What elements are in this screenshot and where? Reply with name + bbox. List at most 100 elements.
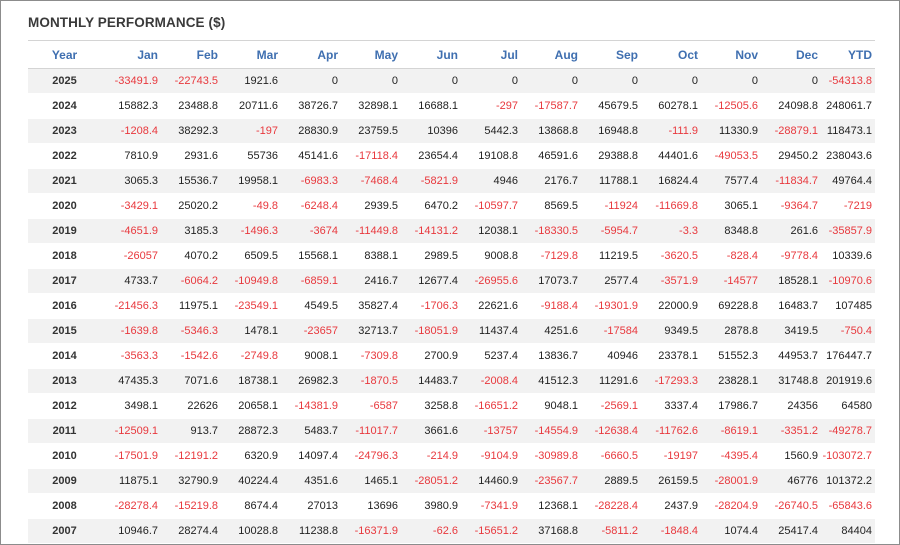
value-cell: 1465.1 xyxy=(341,468,401,494)
value-cell: -28204.9 xyxy=(701,493,761,519)
value-cell: 10028.8 xyxy=(221,518,281,544)
value-cell: -18330.5 xyxy=(521,218,581,244)
column-header-sep: Sep xyxy=(581,40,641,69)
value-cell: -13757 xyxy=(461,418,521,444)
value-cell: -21456.3 xyxy=(101,293,161,319)
column-header-apr: Apr xyxy=(281,40,341,69)
value-cell: 0 xyxy=(281,68,341,94)
value-cell: 35827.4 xyxy=(341,293,401,319)
table-row: 2021 3065.3 15536.7 19958.1 -6983.3 -7468.4 -5… xyxy=(28,168,875,194)
value-cell: 16824.4 xyxy=(641,168,701,194)
value-cell: -1496.3 xyxy=(221,218,281,244)
value-cell: 28830.9 xyxy=(281,118,341,144)
value-cell: 6320.9 xyxy=(221,443,281,469)
value-cell: -17293.3 xyxy=(641,368,701,394)
value-cell: -30989.8 xyxy=(521,443,581,469)
value-cell: 5483.7 xyxy=(281,418,341,444)
value-cell: 32713.7 xyxy=(341,318,401,344)
value-cell: 23828.1 xyxy=(701,368,761,394)
value-cell: -26740.5 xyxy=(761,493,821,519)
value-cell: -3620.5 xyxy=(641,243,701,269)
value-cell: 4549.5 xyxy=(281,293,341,319)
value-cell: 40224.4 xyxy=(221,468,281,494)
year-cell: 2017 xyxy=(28,268,101,294)
table-row: 2019 -4651.9 3185.3 -1496.3 -3674 -11449.8 -14… xyxy=(28,218,875,244)
value-cell: 9048.1 xyxy=(521,393,581,419)
value-cell: 44401.6 xyxy=(641,143,701,169)
value-cell: -12638.4 xyxy=(581,418,641,444)
value-cell: 8388.1 xyxy=(341,243,401,269)
value-cell: 46591.6 xyxy=(521,143,581,169)
value-cell: -1208.4 xyxy=(101,118,161,144)
year-cell: 2013 xyxy=(28,368,101,394)
value-cell: -28278.4 xyxy=(101,493,161,519)
value-cell: 1560.9 xyxy=(761,443,821,469)
value-cell: 11875.1 xyxy=(101,468,161,494)
value-cell: -6660.5 xyxy=(581,443,641,469)
value-cell: 12677.4 xyxy=(401,268,461,294)
table-row: 2015 -1639.8 -5346.3 1478.1 -23657 32713.7 -18… xyxy=(28,318,875,344)
value-cell: 3419.5 xyxy=(761,318,821,344)
column-header-feb: Feb xyxy=(161,40,221,69)
value-cell: 6509.5 xyxy=(221,243,281,269)
value-cell: -23567.7 xyxy=(521,468,581,494)
value-cell: 176447.7 xyxy=(821,343,875,369)
year-cell: 2019 xyxy=(28,218,101,244)
column-header-ytd: YTD xyxy=(821,40,875,69)
column-header-jun: Jun xyxy=(401,40,461,69)
value-cell: 31748.8 xyxy=(761,368,821,394)
value-cell: -3571.9 xyxy=(641,268,701,294)
value-cell: -54313.8 xyxy=(821,68,875,94)
value-cell: -11924 xyxy=(581,193,641,219)
year-cell: 2025 xyxy=(28,68,101,94)
value-cell: 32790.9 xyxy=(161,468,221,494)
value-cell: 24098.8 xyxy=(761,93,821,119)
value-cell: 2889.5 xyxy=(581,468,641,494)
value-cell: 10339.6 xyxy=(821,243,875,269)
value-cell: -17118.4 xyxy=(341,143,401,169)
year-cell: 2012 xyxy=(28,393,101,419)
value-cell: 201919.6 xyxy=(821,368,875,394)
value-cell: -1706.3 xyxy=(401,293,461,319)
value-cell: 1921.6 xyxy=(221,68,281,94)
value-cell: 14097.4 xyxy=(281,443,341,469)
value-cell: 4251.6 xyxy=(521,318,581,344)
value-cell: 11238.8 xyxy=(281,518,341,544)
value-cell: 28274.4 xyxy=(161,518,221,544)
value-cell: 18738.1 xyxy=(221,368,281,394)
value-cell: -11449.8 xyxy=(341,218,401,244)
value-cell: 9008.8 xyxy=(461,243,521,269)
value-cell: 261.6 xyxy=(761,218,821,244)
value-cell: 15568.1 xyxy=(281,243,341,269)
value-cell: 45679.5 xyxy=(581,93,641,119)
value-cell: 4733.7 xyxy=(101,268,161,294)
value-cell: 5237.4 xyxy=(461,343,521,369)
value-cell: 84404 xyxy=(821,518,875,544)
value-cell: -4651.9 xyxy=(101,218,161,244)
value-cell: 3185.3 xyxy=(161,218,221,244)
value-cell: 15882.3 xyxy=(101,93,161,119)
value-cell: 2176.7 xyxy=(521,168,581,194)
value-cell: -3674 xyxy=(281,218,341,244)
value-cell: 0 xyxy=(761,68,821,94)
value-cell: -7341.9 xyxy=(461,493,521,519)
value-cell: 7071.6 xyxy=(161,368,221,394)
column-header-may: May xyxy=(341,40,401,69)
value-cell: -11762.6 xyxy=(641,418,701,444)
value-cell: -19301.9 xyxy=(581,293,641,319)
value-cell: -7468.4 xyxy=(341,168,401,194)
value-cell: 0 xyxy=(641,68,701,94)
value-cell: -103072.7 xyxy=(821,443,875,469)
value-cell: -18051.9 xyxy=(401,318,461,344)
value-cell: -3563.3 xyxy=(101,343,161,369)
value-cell: 13696 xyxy=(341,493,401,519)
value-cell: 11291.6 xyxy=(581,368,641,394)
value-cell: -35857.9 xyxy=(821,218,875,244)
value-cell: 14483.7 xyxy=(401,368,461,394)
year-cell: 2018 xyxy=(28,243,101,269)
value-cell: 1478.1 xyxy=(221,318,281,344)
value-cell: 23378.1 xyxy=(641,343,701,369)
year-cell: 2020 xyxy=(28,193,101,219)
value-cell: 0 xyxy=(401,68,461,94)
value-cell: -22743.5 xyxy=(161,68,221,94)
